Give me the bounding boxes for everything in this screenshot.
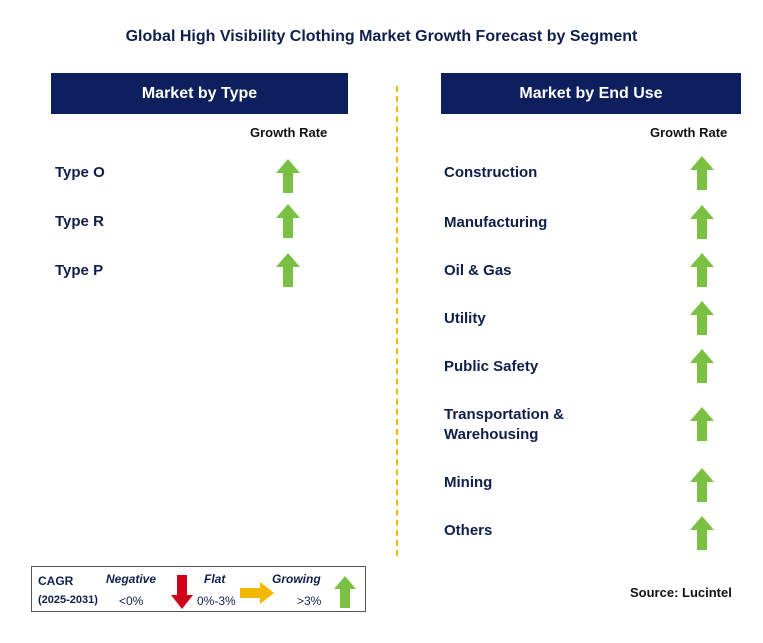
- legend-flat-label: Flat: [204, 572, 226, 586]
- type-item-label: Type O: [55, 164, 105, 181]
- growing-arrow-icon: [334, 576, 356, 613]
- growing-arrow-icon: [690, 349, 714, 388]
- growing-arrow-icon: [276, 253, 300, 292]
- growing-arrow-icon: [690, 516, 714, 555]
- legend-period: (2025-2031): [38, 594, 98, 606]
- growing-arrow-icon: [690, 253, 714, 292]
- type-item-label: Type P: [55, 262, 104, 279]
- end-use-panel-header-text: Market by End Use: [519, 84, 663, 102]
- page-title: Global High Visibility Clothing Market G…: [125, 28, 638, 45]
- legend-growing-range: >3%: [297, 594, 322, 608]
- growing-arrow-icon: [690, 156, 714, 195]
- source-note: Source: Lucintel: [630, 585, 732, 600]
- cagr-legend: CAGR (2025-2031) Negative <0% Flat 0%-3%…: [31, 566, 366, 612]
- flat-arrow-icon: [240, 582, 274, 609]
- type-panel-header-text: Market by Type: [141, 84, 258, 102]
- end-use-item-label: Transportation & Warehousing: [444, 406, 565, 443]
- negative-arrow-icon: [171, 575, 193, 614]
- legend-growing-label: Growing: [272, 572, 321, 586]
- end-use-item-label: Manufacturing: [444, 214, 548, 231]
- legend-flat-range: 0%-3%: [197, 594, 236, 608]
- end-use-item-label: Others: [444, 522, 493, 539]
- growing-arrow-icon: [690, 468, 714, 507]
- end-use-panel-header: Market by End Use: [441, 73, 741, 114]
- end-use-item-label: Mining: [444, 474, 493, 491]
- growing-arrow-icon: [690, 301, 714, 340]
- growing-arrow-icon: [276, 159, 300, 198]
- growing-arrow-icon: [276, 204, 300, 243]
- growing-arrow-icon: [690, 407, 714, 446]
- panel-divider: [396, 86, 398, 556]
- end-use-growth-rate-label: Growth Rate: [650, 125, 728, 140]
- legend-cagr-label: CAGR: [38, 574, 74, 588]
- type-item-label: Type R: [55, 213, 104, 230]
- legend-negative-range: <0%: [119, 594, 144, 608]
- type-panel-header: Market by Type: [51, 73, 348, 114]
- end-use-item-label: Oil & Gas: [444, 262, 512, 279]
- end-use-item-label: Public Safety: [444, 358, 539, 375]
- end-use-item-label: Construction: [444, 164, 538, 181]
- end-use-item-label: Utility: [444, 310, 486, 327]
- legend-negative-label: Negative: [106, 572, 157, 586]
- type-growth-rate-label: Growth Rate: [250, 125, 328, 140]
- growing-arrow-icon: [690, 205, 714, 244]
